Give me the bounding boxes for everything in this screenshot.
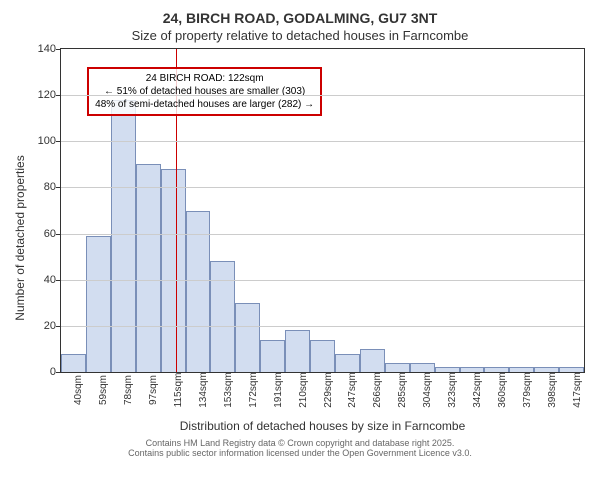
footer: Contains HM Land Registry data © Crown c… bbox=[15, 438, 585, 458]
x-tick-label: 323sqm bbox=[447, 372, 458, 408]
x-tick-label: 247sqm bbox=[347, 372, 358, 408]
y-tick-mark bbox=[56, 326, 61, 327]
bar bbox=[385, 363, 410, 372]
plot-area: 24 BIRCH ROAD: 122sqm ← 51% of detached … bbox=[60, 48, 585, 373]
bar bbox=[285, 330, 310, 372]
y-tick-mark bbox=[56, 280, 61, 281]
gridline bbox=[61, 234, 584, 235]
bar bbox=[235, 303, 260, 372]
y-tick-label: 80 bbox=[44, 181, 56, 193]
gridline bbox=[61, 95, 584, 96]
y-tick-label: 60 bbox=[44, 228, 56, 240]
bar bbox=[310, 340, 335, 372]
y-tick-label: 40 bbox=[44, 274, 56, 286]
x-tick-label: 97sqm bbox=[148, 375, 159, 405]
bar bbox=[260, 340, 285, 372]
bar bbox=[335, 354, 360, 372]
x-tick-label: 115sqm bbox=[173, 373, 184, 408]
annotation-box: 24 BIRCH ROAD: 122sqm ← 51% of detached … bbox=[87, 67, 322, 116]
bar bbox=[161, 169, 186, 372]
x-tick-label: 360sqm bbox=[497, 372, 508, 408]
y-tick-mark bbox=[56, 187, 61, 188]
y-tick-label: 120 bbox=[38, 89, 56, 101]
y-tick-mark bbox=[56, 49, 61, 50]
annotation-line1: 24 BIRCH ROAD: 122sqm bbox=[95, 72, 314, 85]
x-tick-label: 304sqm bbox=[422, 372, 433, 408]
footer-line1: Contains HM Land Registry data © Crown c… bbox=[15, 438, 585, 448]
x-tick-label: 342sqm bbox=[472, 372, 483, 408]
x-tick-label: 59sqm bbox=[98, 375, 109, 405]
plot-wrap: Number of detached properties 24 BIRCH R… bbox=[60, 48, 585, 428]
x-tick-label: 172sqm bbox=[248, 372, 259, 408]
bar bbox=[210, 261, 235, 372]
annotation-line3: 48% of semi-detached houses are larger (… bbox=[95, 98, 314, 111]
x-tick-label: 191sqm bbox=[273, 372, 284, 408]
x-tick-label: 379sqm bbox=[522, 372, 533, 408]
title-area: 24, BIRCH ROAD, GODALMING, GU7 3NT Size … bbox=[15, 10, 585, 43]
chart-title: 24, BIRCH ROAD, GODALMING, GU7 3NT bbox=[15, 10, 585, 26]
bar bbox=[186, 211, 211, 373]
gridline bbox=[61, 187, 584, 188]
y-tick-label: 140 bbox=[38, 43, 56, 55]
gridline bbox=[61, 280, 584, 281]
y-tick-mark bbox=[56, 141, 61, 142]
x-tick-label: 229sqm bbox=[323, 372, 334, 408]
bar bbox=[410, 363, 435, 372]
bar bbox=[86, 236, 111, 372]
gridline bbox=[61, 141, 584, 142]
y-axis-label: Number of detached properties bbox=[13, 155, 27, 320]
footer-line2: Contains public sector information licen… bbox=[15, 448, 585, 458]
x-axis-label: Distribution of detached houses by size … bbox=[180, 419, 466, 433]
x-tick-label: 78sqm bbox=[123, 375, 134, 405]
x-tick-label: 417sqm bbox=[572, 372, 583, 408]
bar bbox=[136, 164, 161, 372]
y-tick-label: 100 bbox=[38, 135, 56, 147]
y-tick-mark bbox=[56, 95, 61, 96]
x-tick-label: 210sqm bbox=[298, 372, 309, 408]
gridline bbox=[61, 326, 584, 327]
x-tick-label: 153sqm bbox=[223, 372, 234, 408]
bar bbox=[61, 354, 86, 372]
y-tick-mark bbox=[56, 234, 61, 235]
x-tick-label: 40sqm bbox=[73, 375, 84, 405]
y-tick-label: 20 bbox=[44, 320, 56, 332]
x-tick-label: 398sqm bbox=[547, 372, 558, 408]
bar bbox=[360, 349, 385, 372]
y-tick-mark bbox=[56, 372, 61, 373]
x-tick-label: 266sqm bbox=[372, 372, 383, 408]
chart-container: 24, BIRCH ROAD, GODALMING, GU7 3NT Size … bbox=[0, 0, 600, 500]
x-tick-label: 285sqm bbox=[397, 372, 408, 408]
x-tick-label: 134sqm bbox=[198, 372, 209, 408]
chart-subtitle: Size of property relative to detached ho… bbox=[15, 28, 585, 43]
